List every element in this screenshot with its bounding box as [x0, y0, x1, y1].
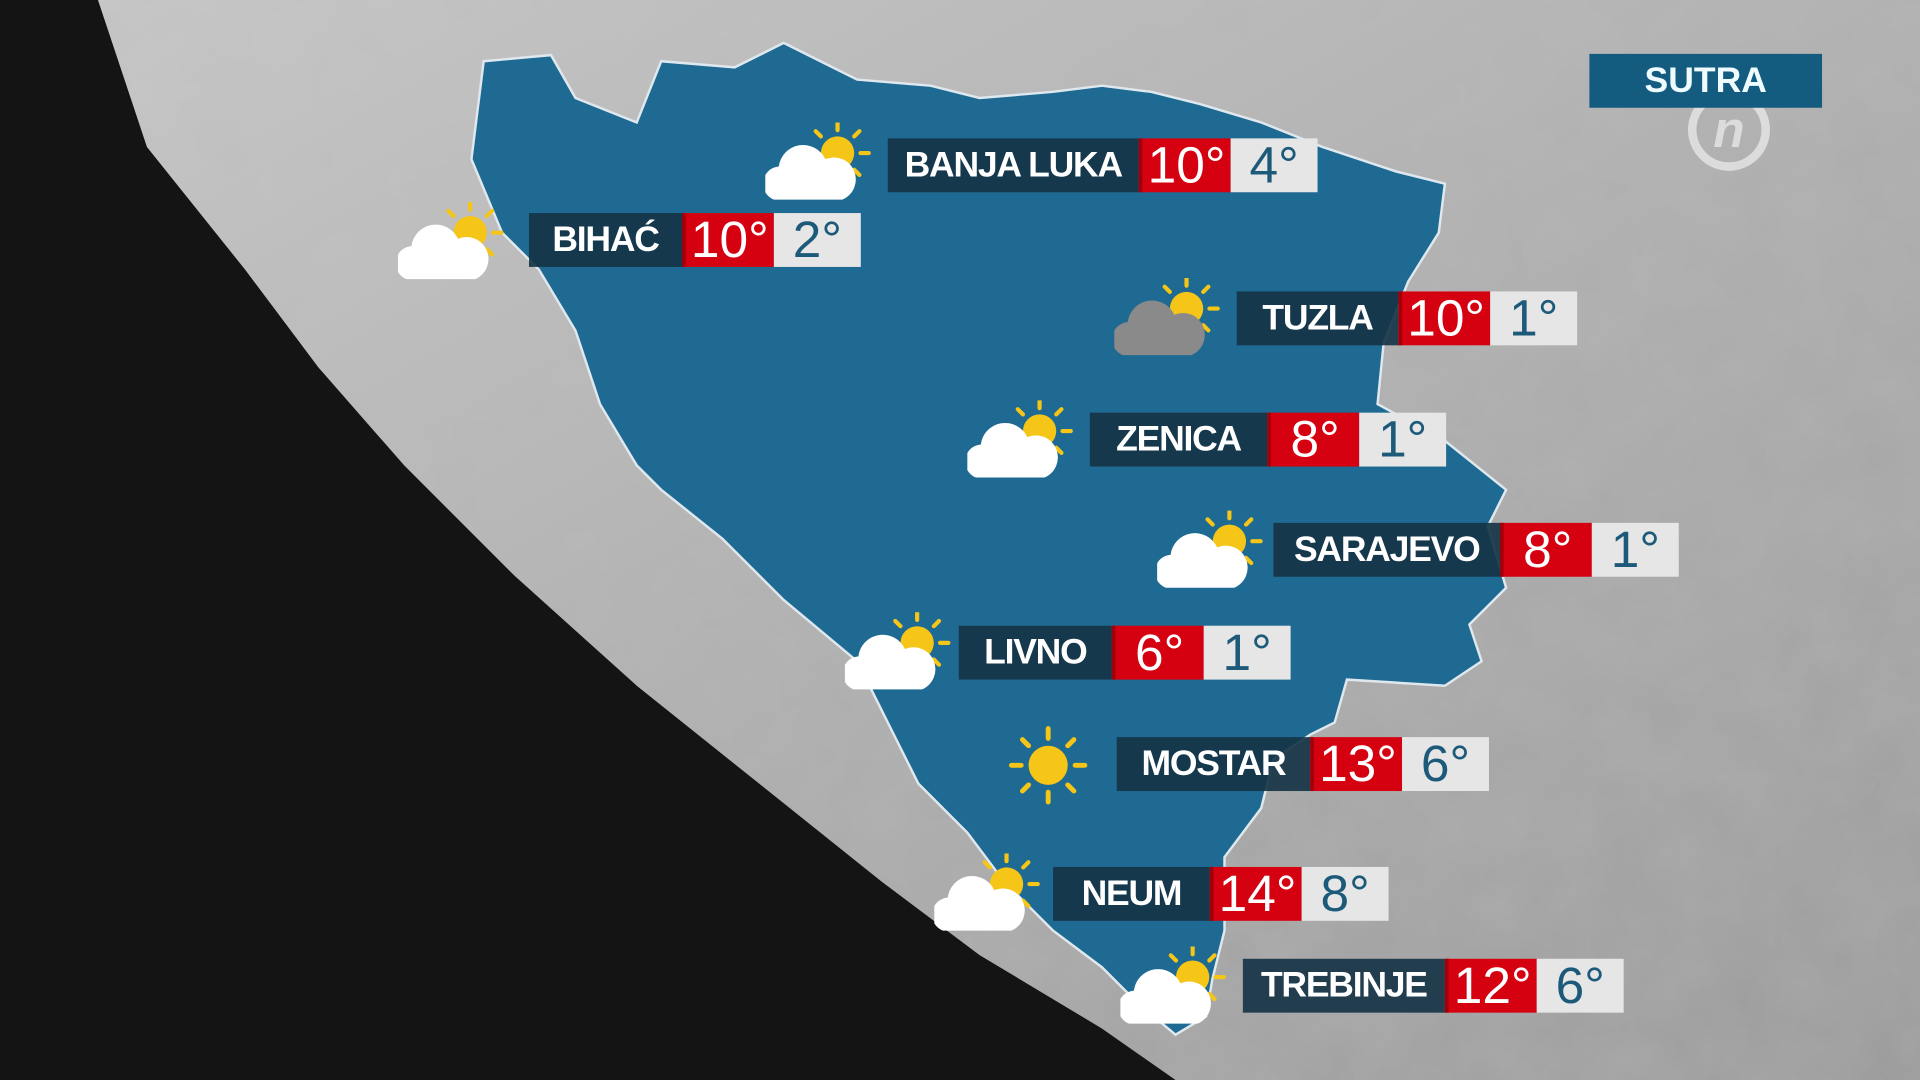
- low-temperature: 6°: [1536, 956, 1624, 1014]
- high-temperature: 6°: [1111, 623, 1204, 681]
- channel-logo: n: [1687, 88, 1771, 171]
- city-name: ZENICA: [1089, 412, 1268, 467]
- city-name: TREBINJE: [1242, 958, 1445, 1013]
- high-temperature: 12°: [1444, 956, 1537, 1014]
- sun-behind-cloud-icon: [397, 202, 508, 280]
- low-temperature: 1°: [1490, 289, 1578, 347]
- city-forecast: BANJA LUKA 10° 4°: [887, 136, 1318, 193]
- city-name: TUZLA: [1236, 291, 1399, 346]
- high-temperature: 14°: [1209, 864, 1302, 922]
- low-temperature: 4°: [1230, 136, 1318, 193]
- city-forecast: LIVNO 6° 1°: [958, 623, 1291, 681]
- sun-behind-cloud-icon: [934, 853, 1044, 931]
- low-temperature: 8°: [1301, 864, 1389, 922]
- sun-behind-cloud-icon: [967, 400, 1077, 478]
- low-temperature: 1°: [1591, 520, 1679, 578]
- high-temperature: 10°: [1398, 289, 1491, 347]
- sun-behind-cloud-icon: [1120, 947, 1230, 1024]
- city-name: BANJA LUKA: [887, 138, 1139, 193]
- low-temperature: 1°: [1203, 623, 1291, 681]
- high-temperature: 8°: [1500, 520, 1592, 578]
- sun-behind-cloud-icon: [844, 612, 955, 690]
- city-forecast: SARAJEVO 8° 1°: [1273, 520, 1679, 578]
- high-temperature: 10°: [682, 211, 774, 268]
- low-temperature: 1°: [1359, 410, 1447, 468]
- period-label: SUTRA: [1589, 53, 1823, 108]
- city-name: SARAJEVO: [1273, 522, 1501, 577]
- city-forecast: TUZLA 10° 1°: [1236, 289, 1578, 347]
- sun-icon: [1000, 722, 1110, 808]
- sea: [0, 0, 1176, 1080]
- low-temperature: 6°: [1402, 735, 1489, 792]
- city-forecast: ZENICA 8° 1°: [1089, 410, 1447, 468]
- city-name: MOSTAR: [1116, 737, 1311, 792]
- city-name: NEUM: [1053, 866, 1210, 921]
- high-temperature: 10°: [1138, 136, 1231, 193]
- city-forecast: BIHAĆ 10° 2°: [528, 211, 861, 268]
- svg-text:n: n: [1713, 100, 1744, 158]
- city-forecast: NEUM 14° 8°: [1053, 864, 1389, 922]
- sun-behind-cloud-icon: [1157, 511, 1267, 588]
- high-temperature: 13°: [1310, 735, 1403, 792]
- city-name: BIHAĆ: [528, 213, 683, 267]
- high-temperature: 8°: [1267, 410, 1360, 468]
- city-forecast: MOSTAR 13° 6°: [1116, 735, 1489, 792]
- sun-behind-dark-cloud-icon: [1114, 278, 1224, 356]
- city-forecast: TREBINJE 12° 6°: [1242, 956, 1624, 1014]
- sun-behind-cloud-icon: [765, 122, 875, 200]
- low-temperature: 2°: [773, 211, 861, 268]
- city-name: LIVNO: [958, 625, 1112, 680]
